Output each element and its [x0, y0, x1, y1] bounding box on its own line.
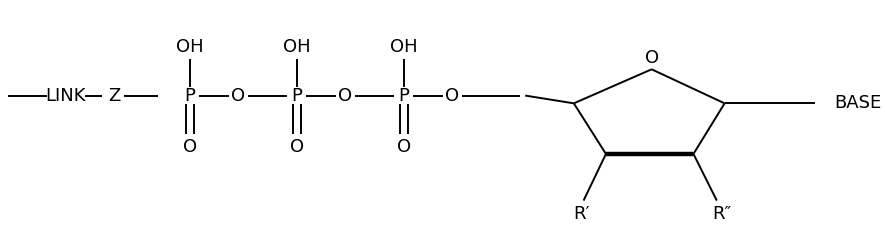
Text: O: O — [396, 138, 411, 156]
Text: Z: Z — [109, 87, 121, 105]
Text: P: P — [291, 87, 302, 105]
Text: R″: R″ — [712, 205, 731, 223]
Text: R′: R′ — [573, 205, 590, 223]
Text: P: P — [398, 87, 409, 105]
Text: OH: OH — [283, 38, 311, 56]
Text: LINK: LINK — [45, 87, 86, 105]
Text: O: O — [338, 87, 352, 105]
Text: O: O — [445, 87, 459, 105]
Text: O: O — [289, 138, 304, 156]
Text: BASE: BASE — [835, 94, 881, 112]
Text: O: O — [231, 87, 245, 105]
Text: O: O — [644, 49, 658, 67]
Text: OH: OH — [389, 38, 418, 56]
Text: OH: OH — [176, 38, 204, 56]
Text: O: O — [182, 138, 196, 156]
Text: P: P — [184, 87, 195, 105]
